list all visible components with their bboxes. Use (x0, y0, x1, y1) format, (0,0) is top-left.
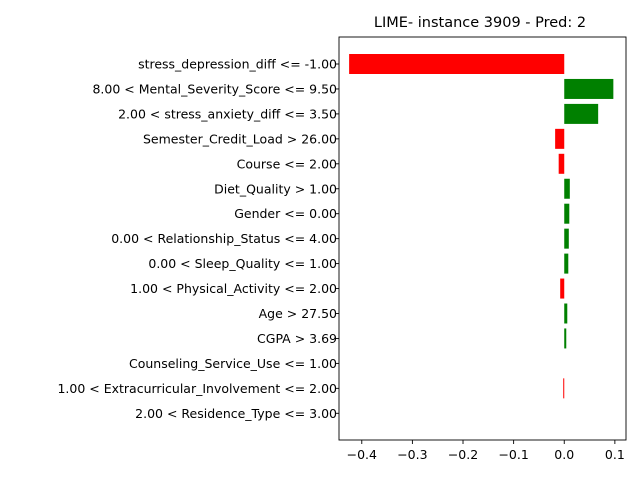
y-tick-label: 0.00 < Relationship_Status <= 4.00 (111, 231, 337, 246)
bars-group (349, 54, 614, 399)
y-tick-label: Semester_Credit_Load > 26.00 (143, 131, 337, 146)
bar-8-00-mental-severity-score-9-50 (564, 78, 614, 99)
y-tick-label: 2.00 < stress_anxiety_diff <= 3.50 (118, 106, 337, 121)
y-tick-label: Gender <= 0.00 (234, 206, 337, 221)
x-tick-label: 0.1 (605, 447, 625, 462)
bar-0-00-sleep-quality-1-00 (564, 253, 569, 274)
y-tick-labels: stress_depression_diff <= -1.00 8.00 < Me… (57, 57, 339, 421)
y-tick-label: stress_depression_diff <= -1.00 (138, 57, 337, 72)
x-tick-label: −0.1 (498, 447, 528, 462)
bar-stress-depression-diff-1-00 (349, 54, 565, 74)
y-tick-label: 1.00 < Physical_Activity <= 2.00 (130, 281, 337, 296)
bar-age-27-50 (564, 303, 568, 324)
bar-cgpa-3-69 (564, 328, 567, 349)
y-tick-label: 8.00 < Mental_Severity_Score <= 9.50 (92, 81, 337, 96)
y-tick-label: Course <= 2.00 (237, 156, 337, 171)
bar-diet-quality-1-00 (564, 178, 570, 199)
y-tick-label: Age > 27.50 (259, 306, 337, 321)
bar-1-00-physical-activity-2-00 (560, 278, 565, 299)
x-tick-label: −0.3 (397, 447, 427, 462)
plot-frame (338, 36, 627, 441)
y-tick-label: Counseling_Service_Use <= 1.00 (129, 356, 337, 371)
bar-gender-0-00 (564, 203, 570, 224)
y-tick-label: 1.00 < Extracurricular_Involvement <= 2.… (57, 381, 337, 396)
bar-semester-credit-load-26-00 (555, 128, 565, 149)
x-ticks: −0.4 −0.3 −0.2 −0.1 0.0 0.1 (347, 440, 625, 462)
bar-course-2-00 (558, 153, 565, 174)
y-tick-label: 0.00 < Sleep_Quality <= 1.00 (148, 256, 337, 271)
bar-0-00-relationship-status-4-00 (564, 228, 569, 249)
y-tick-label: CGPA > 3.69 (257, 331, 337, 346)
bar-2-00-stress-anxiety-diff-3-50 (564, 103, 599, 124)
bar-1-00-extracurricular-involvement-2-00 (563, 378, 565, 399)
y-tick-label: Diet_Quality > 1.00 (214, 181, 337, 196)
chart-title: LIME- instance 3909 - Pred: 2 (374, 15, 586, 31)
y-tick-label: 2.00 < Residence_Type <= 3.00 (135, 406, 337, 421)
x-tick-label: −0.2 (448, 447, 478, 462)
x-tick-label: 0.0 (554, 447, 574, 462)
x-tick-label: −0.4 (347, 447, 377, 462)
